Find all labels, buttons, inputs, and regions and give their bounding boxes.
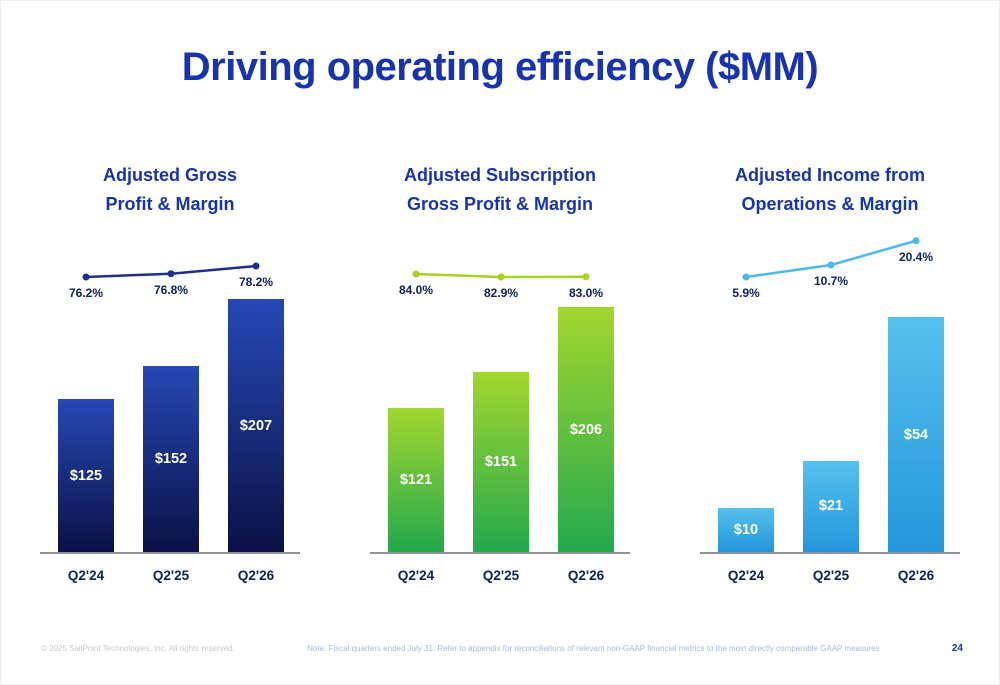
category-axis: Q2'24 Q2'25 Q2'26 <box>370 568 630 598</box>
category-axis: Q2'24 Q2'25 Q2'26 <box>700 568 960 598</box>
chart-adjusted-gross-profit: Adjusted Gross Profit & Margin 76.2% 76.… <box>40 161 300 598</box>
footer: © 2025 SailPoint Technologies, Inc. All … <box>41 643 963 654</box>
margin-label: 78.2% <box>238 275 274 289</box>
category-label: Q2'25 <box>152 568 190 583</box>
plot-area: 76.2% 76.8% 78.2% $125 $152 $207 <box>40 237 300 554</box>
bar-value-label: $151 <box>484 454 518 471</box>
data-point <box>582 273 590 281</box>
category-label: Q2'26 <box>567 568 605 583</box>
bar-value-label: $125 <box>69 467 103 484</box>
bar-value-label: $207 <box>239 417 273 434</box>
bar-value-label: $206 <box>569 421 603 438</box>
margin-label: 76.8% <box>153 282 189 297</box>
copyright-text: © 2025 SailPoint Technologies, Inc. All … <box>41 644 235 653</box>
data-point <box>167 270 175 278</box>
chart-adjusted-subscription-gross-profit: Adjusted Subscription Gross Profit & Mar… <box>370 161 630 598</box>
category-label: Q2'25 <box>812 568 850 583</box>
chart-title: Adjusted Income from Operations & Margin <box>700 161 960 219</box>
plot-area: 84.0% 82.9% 83.0% $121 $151 $206 <box>370 237 630 554</box>
category-label: Q2'24 <box>67 568 105 583</box>
bar-value-label: $10 <box>733 522 759 539</box>
bar: $207 <box>228 299 284 552</box>
margin-trend-line <box>742 237 920 281</box>
margin-label: 20.4% <box>898 249 934 264</box>
chart-title-line1: Adjusted Gross <box>102 165 238 185</box>
chart-adjusted-income-from-operations: Adjusted Income from Operations & Margin… <box>700 161 960 598</box>
data-point <box>497 273 505 281</box>
bar: $121 <box>388 408 444 552</box>
margin-label: 10.7% <box>813 274 849 288</box>
margin-label: 5.9% <box>732 286 760 300</box>
bar-value-label: $152 <box>154 451 188 468</box>
margin-label: 83.0% <box>568 285 604 300</box>
bar: $206 <box>558 307 614 552</box>
chart-title-line2: Profit & Margin <box>105 194 235 214</box>
data-point <box>912 237 920 245</box>
margin-trend-line <box>82 262 260 281</box>
category-label: Q2'24 <box>727 568 765 583</box>
bar: $54 <box>888 317 944 552</box>
page-title: Driving operating efficiency ($MM) <box>181 45 819 89</box>
category-label: Q2'25 <box>482 568 520 583</box>
bar-value-label: $21 <box>818 498 844 515</box>
bar: $125 <box>58 399 114 552</box>
margin-label: 82.9% <box>483 286 519 300</box>
data-point <box>827 261 835 269</box>
charts-row: Adjusted Gross Profit & Margin 76.2% 76.… <box>1 161 999 598</box>
data-point <box>412 270 420 278</box>
data-point <box>252 262 260 270</box>
chart-title-line2: Operations & Margin <box>741 194 919 214</box>
chart-title: Adjusted Subscription Gross Profit & Mar… <box>370 161 630 219</box>
chart-title-line1: Adjusted Subscription <box>403 165 596 185</box>
category-label: Q2'26 <box>897 568 935 583</box>
bar: $151 <box>473 372 529 552</box>
bar-value-label: $54 <box>903 426 929 443</box>
footnote-text: Note: Fiscal quarters ended July 31. Ref… <box>307 644 880 653</box>
bar: $152 <box>143 366 199 552</box>
category-axis: Q2'24 Q2'25 Q2'26 <box>40 568 300 598</box>
category-label: Q2'26 <box>237 568 275 583</box>
chart-title: Adjusted Gross Profit & Margin <box>40 161 300 219</box>
category-label: Q2'24 <box>397 568 435 583</box>
bar-value-label: $121 <box>399 472 433 489</box>
margin-label: 84.0% <box>398 283 434 298</box>
data-point <box>82 273 90 281</box>
bar: $21 <box>803 460 859 552</box>
plot-area: 5.9% 10.7% 20.4% $10 $21 $54 <box>700 237 960 554</box>
margin-trend-line <box>412 270 590 281</box>
bar: $10 <box>718 508 774 552</box>
margin-label: 76.2% <box>68 286 104 300</box>
chart-title-line2: Gross Profit & Margin <box>406 194 594 214</box>
chart-title-line1: Adjusted Income from <box>734 165 926 185</box>
data-point <box>742 273 750 281</box>
page-number: 24 <box>951 643 963 654</box>
